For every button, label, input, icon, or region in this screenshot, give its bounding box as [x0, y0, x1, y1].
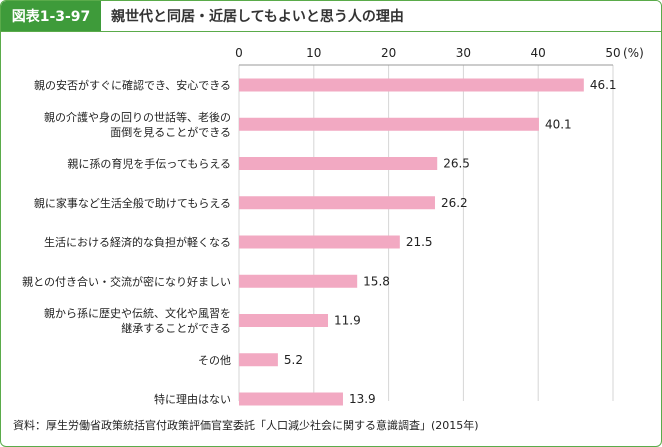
- figure-header: 図表1-3-97 親世代と同居・近居してもよいと思う人の理由: [1, 1, 661, 32]
- category-label: 特に理由はない: [154, 392, 231, 406]
- bar: [239, 78, 584, 92]
- data-label: 40.1: [545, 117, 572, 131]
- x-tick-label: 10: [306, 46, 321, 60]
- bar: [239, 392, 343, 406]
- data-label: 26.5: [443, 157, 470, 171]
- category-label: 親から孫に歴史や伝統、文化や風習を: [44, 306, 231, 320]
- bar: [239, 157, 438, 170]
- figure-title: 親世代と同居・近居してもよいと思う人の理由: [111, 9, 404, 25]
- category-label: 親に家事など生活全般で助けてもらえる: [34, 196, 231, 210]
- source-note: 資料：厚生労働省政策統括官付政策評価官室委託「人口減少社会に関する意識調査」(2…: [13, 419, 479, 432]
- data-label: 46.1: [590, 78, 617, 92]
- category-label: 面倒を見ることができる: [110, 125, 231, 139]
- x-tick-label: 40: [531, 46, 546, 60]
- data-label: 5.2: [284, 353, 303, 367]
- data-label: 11.9: [334, 314, 361, 328]
- category-label: 親に孫の育児を手伝ってもらえる: [67, 157, 231, 171]
- x-tick-label: 0: [235, 46, 243, 60]
- category-label: 親との付き合い・交流が密になり好ましい: [22, 274, 231, 288]
- bar: [239, 353, 278, 367]
- bar: [239, 117, 539, 131]
- x-tick-label: 30: [456, 46, 471, 60]
- data-label: 26.2: [441, 196, 468, 210]
- category-label: 親の介護や身の回りの世話等、老後の: [44, 110, 231, 124]
- bar: [239, 274, 358, 288]
- x-tick-label: 20: [381, 46, 396, 60]
- data-label: 21.5: [406, 235, 433, 249]
- bar: [239, 196, 435, 210]
- x-unit-label: (%): [623, 46, 644, 60]
- bar-chart: 0 10 20 30 40 50 (%) 46.1 親の安否がすぐに確認でき、安心できる 40.1…: [22, 46, 644, 406]
- category-label: 親の安否がすぐに確認でき、安心できる: [34, 78, 231, 92]
- figure-number-label: 図表1-3-97: [1, 1, 101, 31]
- x-tick-label: 50: [605, 46, 620, 60]
- category-label: 継承することができる: [121, 321, 231, 335]
- bar: [239, 314, 329, 327]
- category-label: その他: [198, 354, 231, 367]
- bar: [239, 235, 400, 249]
- category-label: 生活における経済的な負担が軽くなる: [44, 235, 231, 249]
- data-label: 15.8: [363, 274, 390, 288]
- data-label: 13.9: [349, 392, 376, 406]
